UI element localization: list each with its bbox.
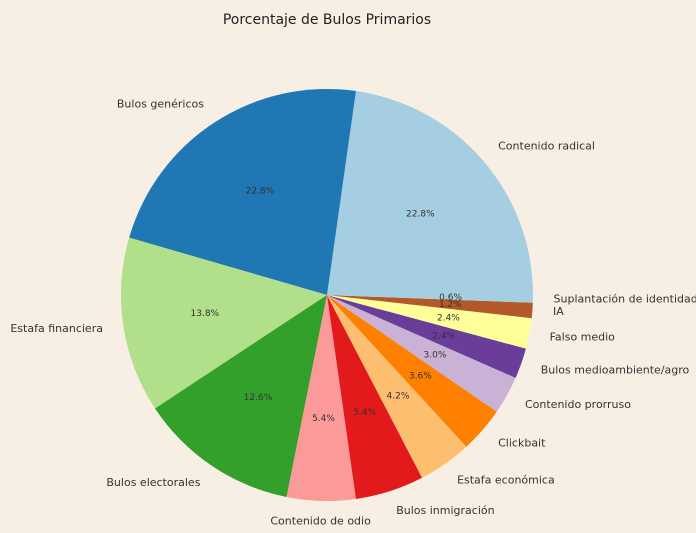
pie-slice bbox=[286, 295, 356, 501]
pie-slice bbox=[327, 295, 526, 378]
chart-title: Porcentaje de Bulos Primarios bbox=[223, 12, 431, 28]
pie-slice bbox=[327, 295, 516, 412]
value-label: 13.8% bbox=[191, 309, 220, 319]
pie-slice bbox=[327, 295, 533, 303]
pie-slice bbox=[155, 295, 327, 497]
value-label: 12.6% bbox=[244, 393, 273, 403]
pie-slice bbox=[327, 295, 497, 447]
value-label: 4.2% bbox=[387, 392, 410, 402]
slice-label: Bulos electorales bbox=[106, 476, 200, 489]
value-label: 22.8% bbox=[246, 187, 275, 197]
slice-label: Bulos medioambiente/agro bbox=[541, 363, 690, 376]
slice-label: Bulos inmigración bbox=[396, 504, 494, 517]
value-label: 2.4% bbox=[432, 332, 455, 342]
pie-slice bbox=[327, 295, 423, 499]
value-label: 5.4% bbox=[312, 414, 335, 424]
pie-slice bbox=[327, 295, 532, 349]
value-label: 3.6% bbox=[409, 372, 432, 382]
pie-slice bbox=[120, 237, 328, 409]
slice-label: Estafa financiera bbox=[10, 322, 103, 335]
slice-label: Contenido de odio bbox=[270, 515, 371, 528]
pie-slice bbox=[327, 295, 533, 319]
value-label: 0.6% bbox=[439, 293, 462, 303]
value-label: 5.4% bbox=[353, 408, 376, 418]
value-label: 2.4% bbox=[437, 314, 460, 324]
slice-label: Contenido radical bbox=[498, 139, 595, 152]
slice-label: Contenido prorruso bbox=[525, 398, 631, 411]
slice-label: Suplantación de identidad bbox=[554, 292, 696, 305]
value-label: 22.8% bbox=[406, 209, 435, 219]
pie-slice bbox=[129, 89, 356, 295]
value-label: 3.0% bbox=[424, 351, 447, 361]
pie-slice bbox=[327, 295, 467, 478]
slice-label: Falso medio bbox=[550, 330, 616, 343]
slice-label: Estafa económica bbox=[457, 474, 555, 487]
value-label: 1.2% bbox=[439, 300, 462, 310]
slice-label: Bulos genéricos bbox=[117, 98, 204, 111]
slice-label: Clickbait bbox=[498, 437, 546, 450]
pie-slice bbox=[327, 91, 533, 296]
slice-label: IA bbox=[553, 305, 564, 318]
